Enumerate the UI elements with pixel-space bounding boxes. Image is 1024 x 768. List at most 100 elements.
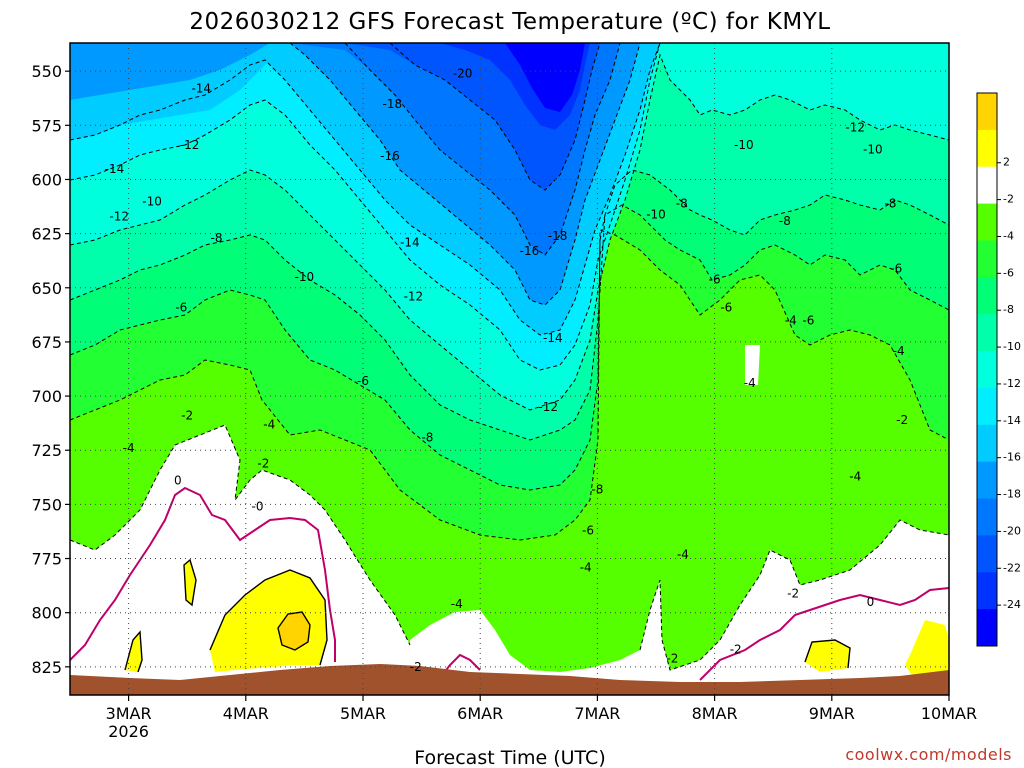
contour-label: -2 [257, 456, 269, 470]
colorbar-label: -24 [1003, 598, 1021, 611]
contour-label: -4 [123, 441, 135, 455]
x-tick-label: 10MAR [921, 704, 977, 723]
colorbar: 2 -2 -4 -6 -8 -10 -12 -14 -16 -18 -20 -22 -24 [976, 92, 1021, 647]
contour-label: -6 [890, 261, 902, 275]
colorbar-label: -6 [1003, 266, 1014, 279]
x-axis-title: Forecast Time (UTC) [414, 747, 605, 768]
colorbar-label: -16 [1003, 451, 1021, 464]
contour-labels: -14-20-18-12-14-16-10-12-8 -14 -18-16-10-1… [105, 66, 908, 674]
contour-label: -4 [893, 344, 905, 358]
plot-border [69, 42, 950, 696]
isotherm-minus16 [289, 43, 641, 306]
y-tick-label: 800 [31, 604, 62, 623]
colorbar-segment [977, 572, 997, 610]
contour-label: -14 [543, 331, 563, 345]
x-tick-label: 5MAR [340, 704, 386, 723]
contour-label: -2 [896, 413, 908, 427]
colorbar-label: -18 [1003, 488, 1021, 501]
colorbar-label: -20 [1003, 524, 1021, 537]
contour-label: -10 [734, 138, 754, 152]
x-tick-label: 8MAR [692, 704, 738, 723]
isotherm-minus6 [70, 204, 949, 491]
colorbar-segment [977, 314, 997, 352]
y-tick-label: 750 [31, 495, 62, 514]
terrain-ground [70, 664, 949, 695]
y-tick-label: 675 [31, 333, 62, 352]
y-tick-label: 575 [31, 116, 62, 135]
contour-plus2-b [183, 558, 197, 607]
contour-label: -16 [520, 244, 540, 258]
chart-title: 2026030212 GFS Forecast Temperature (ºC)… [189, 9, 830, 35]
isotherm-minus14 [70, 43, 661, 336]
contour-label: -14 [400, 235, 420, 249]
contour-label: 0 [174, 474, 182, 488]
contour-label: -18 [548, 229, 568, 243]
isotherm-minus18 [344, 43, 621, 256]
colorbar-border [976, 92, 998, 647]
contour-label: -12 [845, 121, 865, 135]
colorbar-segment [977, 93, 997, 131]
contour-label: -8 [421, 430, 433, 444]
contour-label: -4 [849, 469, 861, 483]
contour-label: -8 [211, 231, 223, 245]
contour-label: -6 [582, 524, 594, 538]
contour-label: -6 [357, 374, 369, 388]
colorbar-segment [977, 461, 997, 500]
credit-text: coolwx.com/models [845, 745, 1012, 764]
band-near-zero-inner [745, 345, 760, 385]
contour-label: -4 [451, 597, 463, 611]
contour-label: -14 [105, 162, 125, 176]
colorbar-label: -2 [1003, 193, 1014, 206]
contour-label: -14 [191, 82, 211, 96]
contour-label: -16 [380, 149, 400, 163]
isotherm-minus2 [70, 424, 411, 646]
freezing-line-left [70, 486, 336, 662]
contour-label: -2 [787, 586, 799, 600]
colorbar-label: -14 [1003, 414, 1021, 427]
band-minus24 [505, 43, 585, 112]
contour-label: -6 [175, 300, 187, 314]
contour-label: -10 [646, 207, 666, 221]
band-plus2-pocket-d [805, 640, 850, 672]
contour-label: -4 [744, 376, 756, 390]
y-tick-label: 650 [31, 279, 62, 298]
contour-label: -2 [181, 409, 193, 423]
contour-label: -18 [382, 97, 402, 111]
isotherm-minus8 [70, 169, 949, 441]
colorbar-label: -12 [1003, 377, 1021, 390]
grid-lines [70, 43, 949, 695]
y-axis: 550 575 600 625 650 675 700 725 750 775 800 825 [31, 62, 70, 677]
colorbar-label: -10 [1003, 340, 1021, 353]
contour-label: -2 [410, 660, 422, 674]
isotherm-contours [70, 43, 949, 671]
freezing-line-right [699, 587, 949, 681]
contour-label: -4 [263, 417, 275, 431]
contour-label: -4 [785, 313, 797, 327]
contour-label: -6 [720, 300, 732, 314]
colorbar-segment [977, 609, 997, 647]
contour-label: 0 [867, 595, 875, 609]
band-plus2-pocket-e [905, 620, 949, 680]
contour-label: -8 [591, 482, 603, 496]
contour-label: -12 [109, 209, 129, 223]
y-tick-label: 775 [31, 550, 62, 569]
contour-label: -12 [404, 290, 424, 304]
plot-area: -14-20-18-12-14-16-10-12-8 -14 -18-16-10-1… [70, 43, 949, 695]
isotherm-minus2-right [639, 519, 949, 671]
colorbar-segment [977, 277, 997, 315]
contour-label: -10 [863, 142, 883, 156]
colorbar-label: -22 [1003, 561, 1021, 574]
contour-label: -4 [677, 547, 689, 561]
contour-label: -2 [666, 651, 678, 665]
contour-label: -8 [884, 196, 896, 210]
contour-plus4-a [277, 611, 311, 651]
x-tick-label: 6MAR [457, 704, 503, 723]
contour-label: -10 [142, 194, 162, 208]
y-tick-label: 725 [31, 441, 62, 460]
contour-label: -0 [252, 500, 264, 514]
contour-label: -20 [453, 66, 473, 80]
colorbar-segment [977, 129, 997, 168]
contour-plus2-c [124, 630, 143, 673]
contour-plus2-a [209, 569, 328, 666]
y-tick-label: 550 [31, 62, 62, 81]
